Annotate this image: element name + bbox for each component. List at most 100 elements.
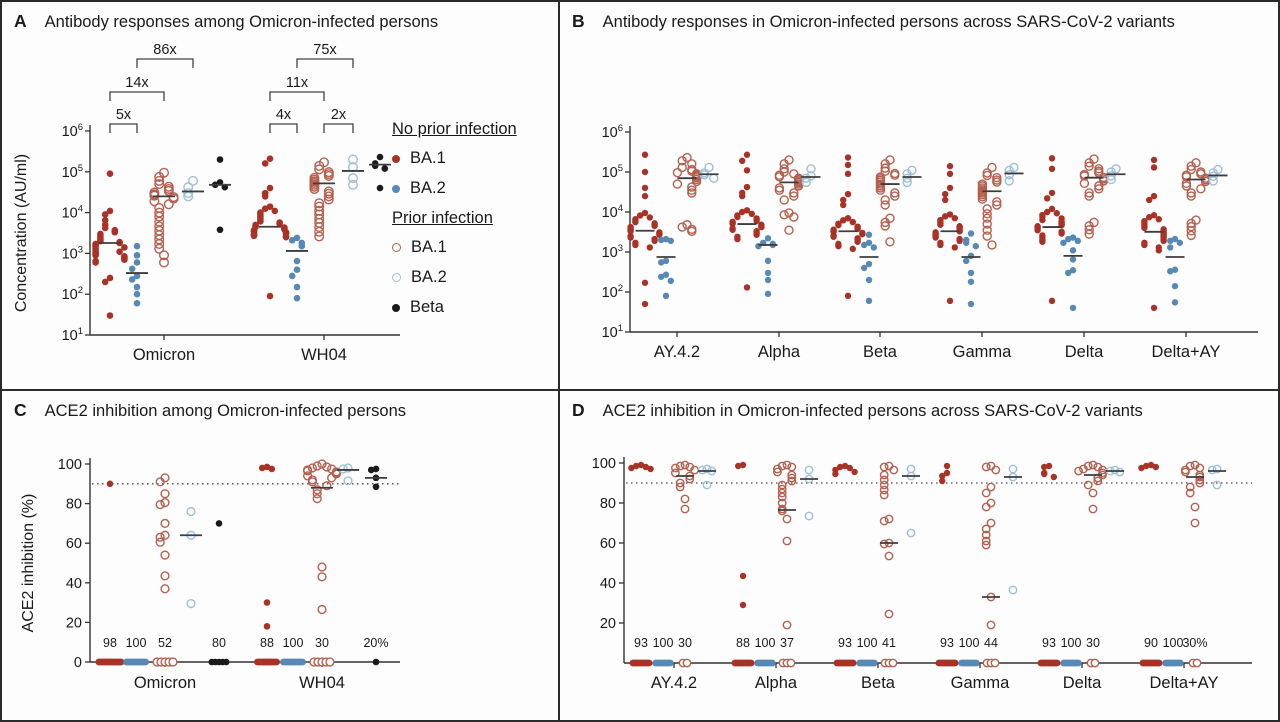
- pct-at-zero-label: 100: [126, 636, 147, 650]
- data-point: [849, 245, 856, 253]
- data-point: [879, 516, 889, 526]
- data-point: [1074, 466, 1083, 476]
- data-point: [1039, 238, 1046, 245]
- data-point: [1147, 461, 1155, 469]
- data-point: [835, 242, 842, 250]
- series-WH04-group3: [337, 463, 359, 486]
- data-point: [268, 465, 276, 473]
- data-point: [982, 170, 992, 181]
- panel-c-title-row: C ACE2 inhibition among Omicron-infected …: [14, 400, 406, 421]
- data-point: [854, 238, 861, 245]
- series-Beta-group1: 100: [856, 636, 878, 667]
- data-point: [1186, 230, 1196, 241]
- data-point: [784, 225, 794, 235]
- data-point: [841, 462, 849, 470]
- data-point: [632, 241, 639, 249]
- pct-at-zero-label: 30: [315, 636, 329, 650]
- data-point: [160, 571, 170, 581]
- pct-at-zero-label: 93: [634, 636, 648, 650]
- data-point: [641, 151, 649, 158]
- data-point: [312, 494, 322, 504]
- data-point: [880, 217, 890, 228]
- panel-a-y-axis-label: Concentration (AU/ml): [13, 153, 30, 313]
- pct-at-zero-label: 100: [1163, 636, 1184, 650]
- data-point: [133, 272, 141, 280]
- data-point: [1155, 247, 1162, 254]
- data-point: [348, 154, 359, 165]
- data-point: [128, 265, 136, 273]
- data-point: [1152, 463, 1159, 471]
- series-Delta+AY-group1: [1165, 235, 1185, 306]
- data-point: [739, 208, 746, 216]
- data-point: [263, 623, 271, 630]
- y-tick-label: 106: [602, 123, 623, 141]
- series-WH04-group1: [286, 234, 308, 302]
- series-Delta+AY-group2: 30%: [1181, 460, 1208, 668]
- pct-at-zero-label: 88: [260, 636, 274, 650]
- data-point: [981, 536, 991, 546]
- data-point: [282, 233, 290, 241]
- data-point: [1048, 205, 1056, 213]
- series-Alpha-group1: 100: [754, 636, 776, 667]
- data-point: [937, 221, 944, 228]
- series-AY.4.2-group2: 30: [671, 460, 700, 668]
- data-point: [160, 489, 170, 499]
- fold-bracket: [109, 91, 165, 101]
- fold-label: 4x: [276, 107, 292, 123]
- data-point: [1079, 178, 1090, 189]
- data-point: [951, 244, 958, 251]
- data-point: [1171, 266, 1179, 273]
- panel-b-letter: B: [572, 11, 585, 31]
- data-point: [675, 482, 685, 492]
- data-point: [735, 462, 742, 470]
- panel-c: C ACE2 inhibition among Omicron-infected …: [2, 391, 558, 720]
- data-point: [977, 194, 988, 204]
- data-point: [106, 312, 114, 319]
- zero-cluster-blob: [754, 659, 776, 667]
- zero-cluster-point: [168, 657, 178, 667]
- data-point: [987, 240, 997, 250]
- data-point: [288, 272, 296, 280]
- zero-cluster-blob: [731, 659, 755, 667]
- pct-at-zero-label: 37: [780, 636, 794, 650]
- data-point: [662, 292, 670, 300]
- series-Omicron-group3: [182, 175, 204, 202]
- data-point: [844, 214, 852, 222]
- series-Alpha-group2: 37: [772, 460, 797, 668]
- data-point: [1146, 196, 1153, 204]
- data-point: [861, 241, 868, 249]
- y-tick-label: 80: [600, 496, 616, 512]
- data-point: [160, 584, 170, 594]
- panel-a: A Antibody responses among Omicron-infect…: [2, 2, 558, 389]
- data-point: [154, 234, 165, 245]
- data-point: [651, 222, 658, 230]
- series-Omicron-group2: [149, 167, 179, 268]
- legend-item-label: BA.1: [411, 238, 447, 256]
- data-point: [981, 530, 991, 540]
- pct-at-zero-label: 30: [678, 636, 692, 650]
- data-point: [844, 154, 852, 161]
- fold-bracket: [296, 58, 354, 68]
- data-point: [844, 161, 852, 169]
- data-point: [982, 209, 992, 219]
- series-AY.4.2-group1: [656, 235, 676, 300]
- data-point: [163, 185, 174, 196]
- data-point: [702, 480, 712, 490]
- data-point: [183, 188, 194, 199]
- data-point: [1150, 192, 1158, 200]
- x-category-label: AY.4.2: [651, 674, 697, 692]
- zero-cluster-blob: [123, 658, 149, 666]
- zero-cluster-blob: [629, 659, 653, 667]
- data-point: [782, 620, 792, 630]
- data-point: [782, 460, 792, 470]
- zero-cluster-blob: [1162, 659, 1184, 667]
- data-point: [154, 175, 165, 186]
- pct-at-zero-label: 100: [755, 636, 776, 650]
- panel-divider-vertical: [558, 2, 560, 720]
- data-point: [687, 188, 697, 198]
- data-point: [804, 465, 814, 475]
- data-point: [704, 162, 714, 173]
- data-point: [840, 196, 847, 204]
- data-point: [1150, 304, 1158, 312]
